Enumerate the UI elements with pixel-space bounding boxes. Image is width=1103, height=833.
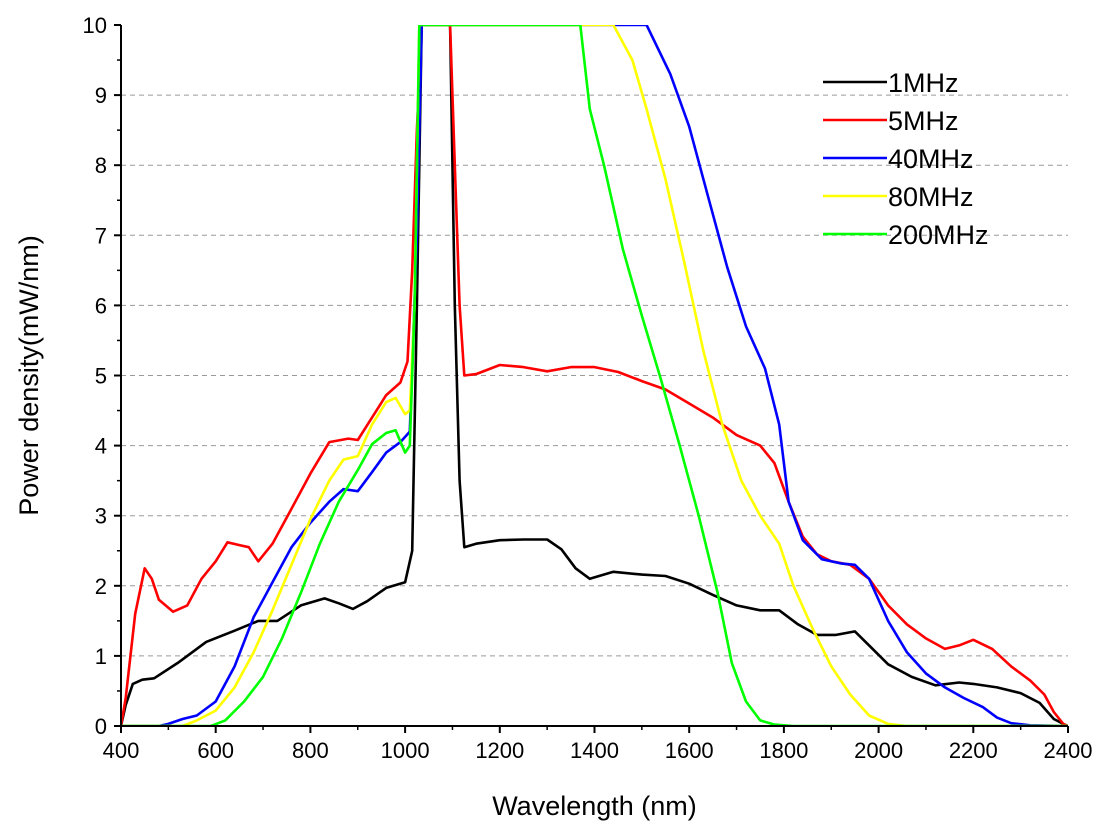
x-axis-title: Wavelength (nm) — [492, 791, 697, 821]
x-tick-label: 400 — [103, 738, 140, 763]
y-tick-label: 6 — [95, 293, 107, 318]
series-layer — [121, 25, 1068, 726]
legend-label: 1MHz — [888, 68, 959, 98]
series-line-40mhz — [121, 25, 1068, 726]
y-tick-label: 7 — [95, 223, 107, 248]
series-line-5mhz — [121, 25, 1068, 726]
legend-label: 80MHz — [888, 182, 974, 212]
series-line-200mhz — [121, 25, 1068, 726]
x-tick-label: 2200 — [949, 738, 998, 763]
y-tick-label: 5 — [95, 364, 107, 389]
legend: 1MHz 5MHz 40MHz 80MHz 200MHz — [823, 68, 989, 250]
x-tick-label: 1000 — [381, 738, 430, 763]
y-tick-label: 3 — [95, 504, 107, 529]
y-tick-label: 1 — [95, 644, 107, 669]
x-tick-label: 1800 — [759, 738, 808, 763]
y-tick-label: 9 — [95, 83, 107, 108]
x-tick-label: 600 — [197, 738, 234, 763]
series-line-1mhz — [121, 25, 1068, 726]
axes — [114, 24, 1069, 733]
y-tick-label: 10 — [83, 13, 107, 38]
y-tick-label: 4 — [95, 434, 107, 459]
x-tick-label: 2400 — [1044, 738, 1093, 763]
x-tick-label: 1400 — [570, 738, 619, 763]
grid-lines — [121, 94, 1068, 657]
y-tick-label: 2 — [95, 574, 107, 599]
series-line-80mhz — [121, 25, 1068, 726]
x-tick-label: 2000 — [854, 738, 903, 763]
x-tick-label: 800 — [292, 738, 329, 763]
y-tick-label: 8 — [95, 153, 107, 178]
y-axis-title: Power density(mW/nm) — [14, 235, 44, 516]
x-tick-label: 1600 — [665, 738, 714, 763]
x-tick-label: 1200 — [475, 738, 524, 763]
legend-label: 200MHz — [888, 220, 989, 250]
legend-label: 40MHz — [888, 144, 974, 174]
tick-labels: 400 600 800 1000 1200 1400 1600 1800 2000 2200 240… — [83, 13, 1093, 763]
y-tick-label: 0 — [95, 714, 107, 739]
legend-label: 5MHz — [888, 106, 959, 136]
